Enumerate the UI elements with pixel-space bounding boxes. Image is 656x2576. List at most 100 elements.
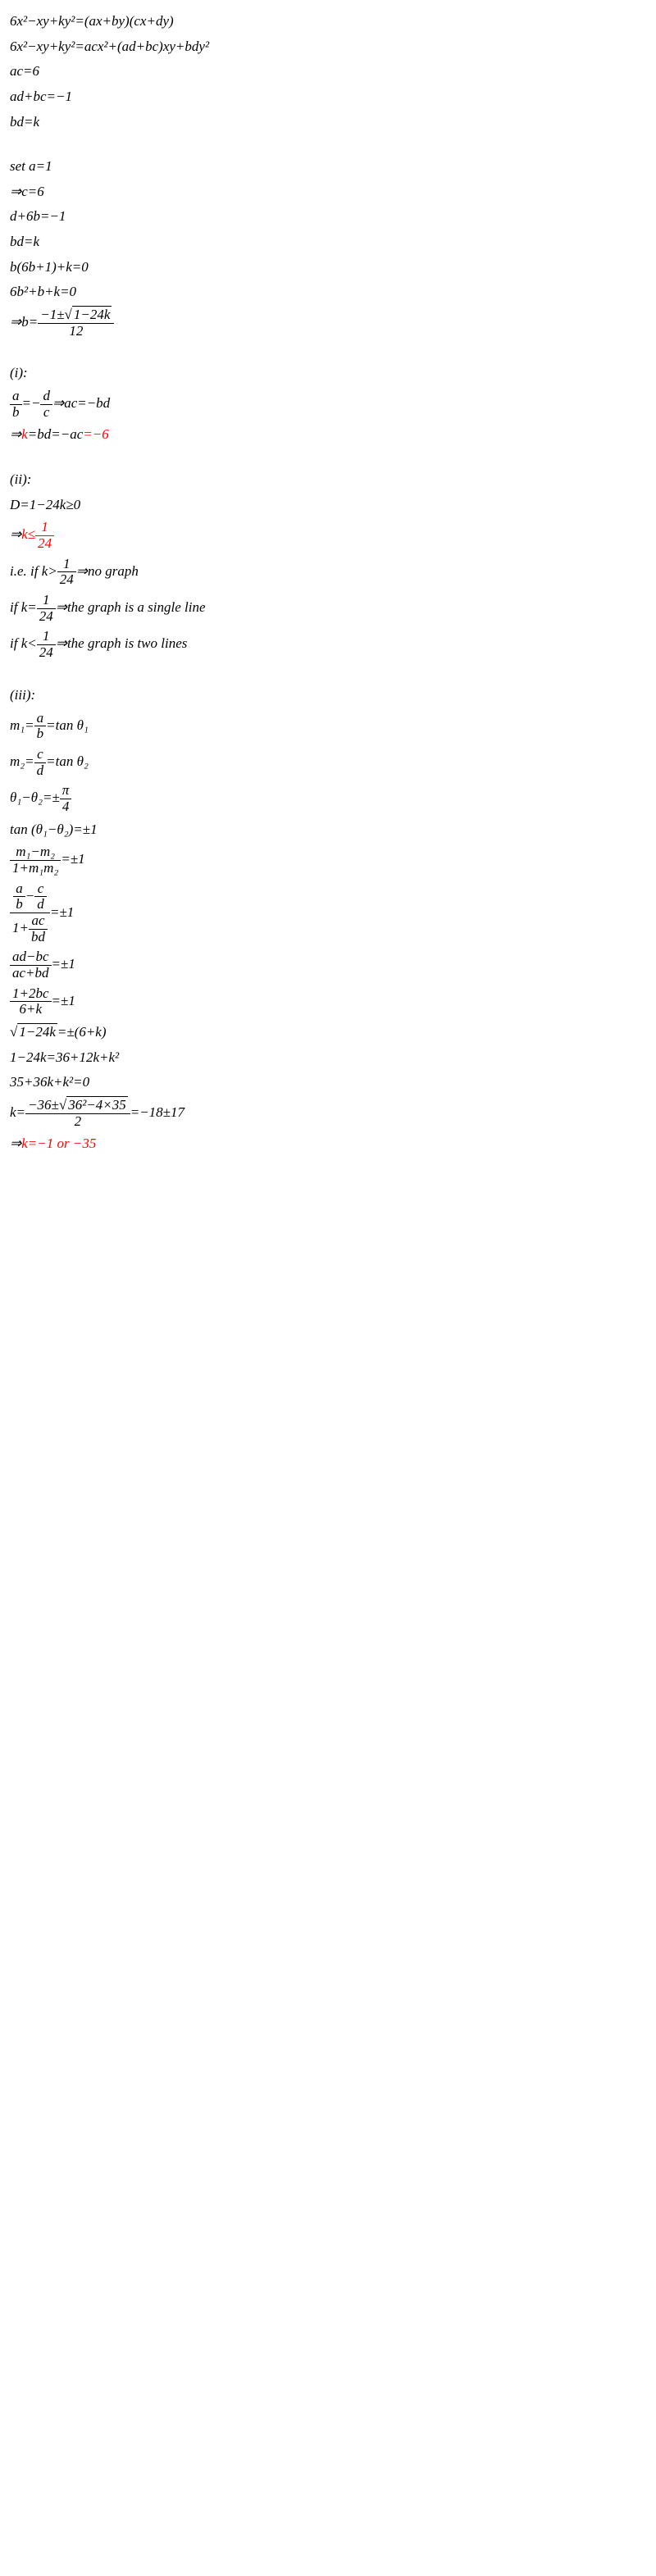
sqrt: 1−24k <box>65 307 112 323</box>
gap <box>10 137 646 152</box>
text: ⇒the graph is a single line <box>56 599 206 615</box>
radicand: 1−24k <box>72 306 112 322</box>
denominator: c <box>40 405 52 421</box>
eq-line: ad+bc=−1 <box>10 87 646 107</box>
denominator: b <box>13 897 25 913</box>
text: 6x²−xy+ky²=acx²+(ad+bc)xy+bdy² <box>10 39 209 54</box>
eq-line: m₁=ab=tan θ₁ <box>10 711 646 742</box>
text: =±1 <box>61 851 84 867</box>
eq-line: if k<124⇒the graph is two lines <box>10 629 646 660</box>
numerator: d <box>40 389 52 405</box>
numerator: 1 <box>37 593 56 609</box>
red-text: k <box>21 426 28 442</box>
text: =bd=−ac <box>28 426 83 442</box>
text: bd=k <box>10 114 39 130</box>
text: 35+36k+k²=0 <box>10 1074 89 1090</box>
numerator: 1 <box>35 520 54 536</box>
text: =±(6+k) <box>57 1024 107 1040</box>
text: ⇒ <box>10 426 21 442</box>
eq-line: ab=−dc⇒ac=−bd <box>10 389 646 420</box>
text: (iii): <box>10 687 35 703</box>
red-text: k≤124 <box>21 526 54 542</box>
numerator: c <box>34 747 47 763</box>
denominator: 4 <box>60 799 72 815</box>
text: =tan θ₁ <box>46 717 89 733</box>
numerator: a <box>10 389 22 405</box>
denominator: d <box>34 763 47 779</box>
text: ⇒c=6 <box>10 184 44 199</box>
denominator: 24 <box>57 572 76 588</box>
text: m₁= <box>10 717 34 733</box>
text: d+6b=−1 <box>10 208 66 224</box>
text: if k< <box>10 636 37 652</box>
denominator: b <box>10 405 22 421</box>
text: bd=k <box>10 234 39 249</box>
fraction: cd <box>34 881 47 913</box>
fraction: 124 <box>57 557 76 588</box>
eq-line: ⇒b=−1±1−24k12 <box>10 307 646 339</box>
text: tan (θ₁−θ₂)=±1 <box>10 821 98 837</box>
eq-line: 1−24k=36+12k+k² <box>10 1048 646 1068</box>
numerator: ab−cd <box>10 881 50 913</box>
text: ad+bc=−1 <box>10 89 72 104</box>
eq-line: k=−36±36²−4×352=−18±17 <box>10 1098 646 1129</box>
radicand: 1−24k <box>17 1023 57 1040</box>
text: D=1−24k≥0 <box>10 497 80 512</box>
text: (ii): <box>10 471 31 487</box>
numerator: 1 <box>37 629 56 645</box>
fraction: 124 <box>37 593 56 624</box>
eq-line: 1−24k=±(6+k) <box>10 1022 646 1043</box>
text: 1−24k=36+12k+k² <box>10 1049 119 1065</box>
text: ⇒ <box>10 526 21 542</box>
numerator: c <box>34 881 47 898</box>
eq-line: (ii): <box>10 470 646 490</box>
denominator: 24 <box>37 609 56 625</box>
text: ⇒the graph is two lines <box>56 636 188 652</box>
denominator: ac+bd <box>10 966 52 981</box>
text: =−18±17 <box>130 1104 184 1120</box>
eq-line: m₂=cd=tan θ₂ <box>10 747 646 778</box>
text: =tan θ₂ <box>46 753 89 769</box>
denominator: 24 <box>35 536 54 552</box>
fraction: m₁−m₂1+m₁m₂ <box>10 844 61 876</box>
eq-line: (iii): <box>10 685 646 706</box>
eq-line: ab−cd 1+acbd =±1 <box>10 881 646 945</box>
eq-line: set a=1 <box>10 157 646 177</box>
text: b(6b+1)+k=0 <box>10 259 89 275</box>
text: 6b²+b+k=0 <box>10 284 76 299</box>
eq-line: ⇒k=bd=−ac=−6 <box>10 425 646 445</box>
numerator: m₁−m₂ <box>10 844 61 861</box>
numerator: ac <box>29 913 48 930</box>
numerator: ad−bc <box>10 949 52 966</box>
denominator: 24 <box>37 645 56 661</box>
denominator: d <box>34 897 47 913</box>
red-text: =−6 <box>83 426 108 442</box>
denominator: b <box>34 726 47 742</box>
eq-line: 6x²−xy+ky²=acx²+(ad+bc)xy+bdy² <box>10 37 646 57</box>
text: set a=1 <box>10 158 52 174</box>
eq-line: ⇒k=−1 or −35 <box>10 1134 646 1154</box>
fraction: acbd <box>29 913 48 944</box>
text: θ₁−θ₂=± <box>10 790 60 805</box>
fraction: ab <box>10 389 22 420</box>
text: ⇒no graph <box>76 563 139 579</box>
text: =±1 <box>50 903 74 919</box>
numerator-text: −1± <box>40 307 64 322</box>
eq-line: tan (θ₁−θ₂)=±1 <box>10 820 646 840</box>
gap <box>10 344 646 358</box>
sqrt: 1−24k <box>10 1022 57 1043</box>
gap <box>10 450 646 465</box>
denominator: 12 <box>38 324 114 339</box>
fraction: 124 <box>35 520 54 551</box>
numerator: π <box>60 783 72 799</box>
eq-line: m₁−m₂1+m₁m₂=±1 <box>10 844 646 876</box>
text: ⇒ <box>10 1136 21 1151</box>
fraction: −1± 1−24k 12 <box>38 307 114 339</box>
eq-line: ad−bcac+bd=±1 <box>10 949 646 981</box>
fraction: dc <box>40 389 52 420</box>
fraction: ab−cd 1+acbd <box>10 881 50 945</box>
eq-line: ac=6 <box>10 61 646 82</box>
fraction: ab <box>13 881 25 913</box>
eq-line: (i): <box>10 363 646 384</box>
eq-line: ⇒c=6 <box>10 182 646 203</box>
